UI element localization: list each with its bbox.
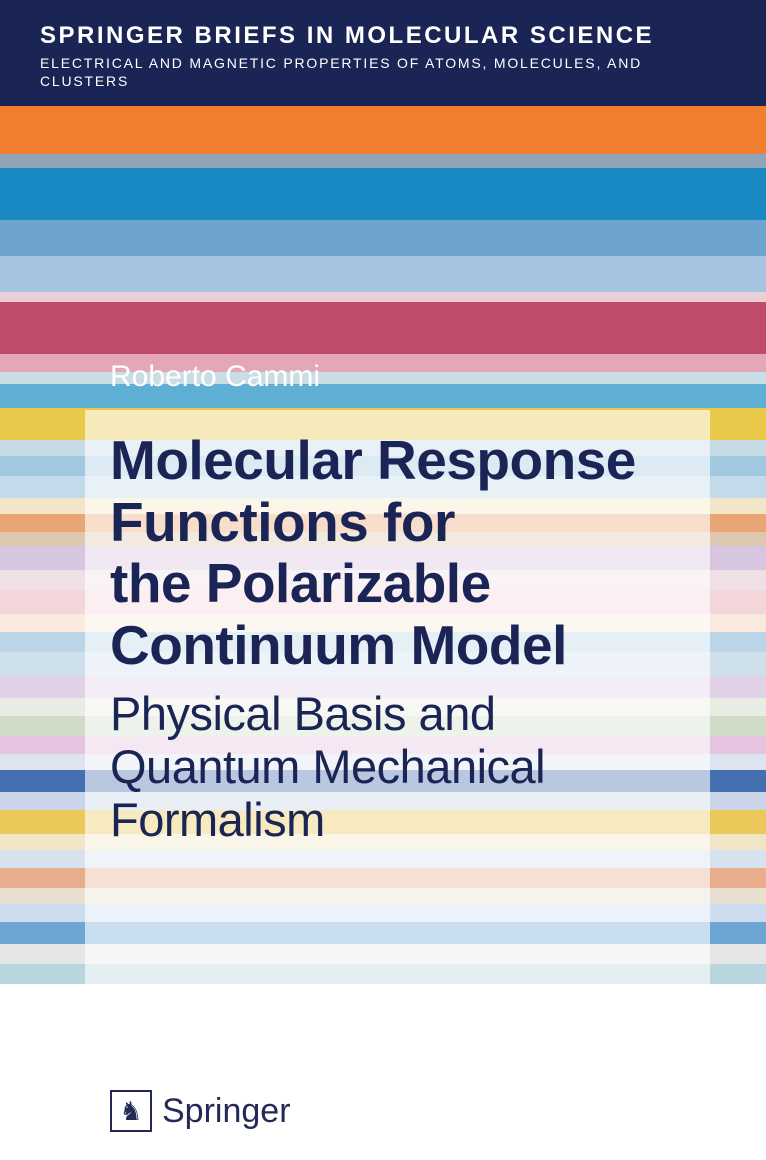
bg-stripe: [0, 220, 766, 256]
series-header: SPRINGER BRIEFS IN MOLECULAR SCIENCE ELE…: [0, 0, 766, 106]
bg-stripe: [0, 256, 766, 292]
bg-stripe: [0, 292, 766, 302]
series-title: SPRINGER BRIEFS IN MOLECULAR SCIENCE: [40, 22, 726, 50]
publisher-name: Springer: [162, 1092, 291, 1131]
bg-stripe: [0, 168, 766, 220]
author-name: Roberto Cammi: [110, 360, 320, 394]
title-block: Molecular ResponseFunctions forthe Polar…: [110, 430, 700, 846]
bg-stripe: [0, 106, 766, 154]
bg-stripe: [0, 154, 766, 168]
publisher-block: ♞ Springer: [110, 1090, 291, 1132]
book-title: Molecular ResponseFunctions forthe Polar…: [110, 430, 700, 676]
springer-horse-icon: ♞: [110, 1090, 152, 1132]
bg-stripe: [0, 302, 766, 354]
series-subtitle: ELECTRICAL AND MAGNETIC PROPERTIES OF AT…: [40, 54, 726, 90]
book-subtitle: Physical Basis andQuantum MechanicalForm…: [110, 688, 700, 846]
